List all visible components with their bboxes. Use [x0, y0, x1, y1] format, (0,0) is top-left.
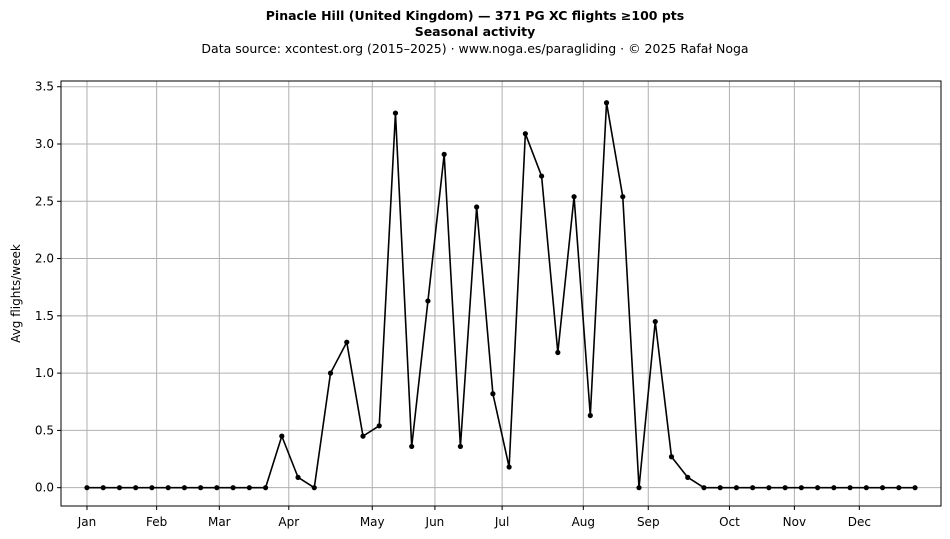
data-point [474, 204, 480, 210]
ticks: 0.0 0.5 1.0 1.5 2.0 2.5 3.0 3.5 Jan Feb Mar Apr May J… [35, 80, 871, 529]
x-tick-label: Jul [494, 515, 509, 529]
x-tick-label: May [360, 515, 385, 529]
data-point [750, 485, 756, 491]
grid [61, 81, 941, 506]
data-point [603, 100, 610, 106]
data-point [262, 485, 269, 491]
data-point [392, 110, 399, 116]
data-point [685, 474, 691, 480]
data-point [782, 485, 788, 491]
data-point [425, 298, 431, 304]
data-point [100, 485, 106, 491]
chart-subtitle: Seasonal activity [414, 24, 536, 39]
data-point [181, 485, 187, 491]
y-axis-label: Avg flights/week [9, 244, 23, 343]
data-point [733, 485, 740, 491]
data-point [214, 485, 220, 491]
data-point [327, 370, 334, 376]
y-tick-label: 2.0 [35, 252, 54, 266]
data-point [879, 485, 886, 491]
y-tick-label: 3.0 [35, 137, 54, 151]
data-point [815, 485, 821, 491]
data-point [620, 194, 626, 200]
data-point [506, 464, 512, 470]
data-point [344, 339, 350, 345]
x-tick-label: Aug [572, 515, 595, 529]
y-tick-label: 0.5 [35, 423, 54, 437]
data-point [490, 391, 496, 397]
data-point [798, 485, 804, 491]
data-point [457, 443, 464, 450]
y-tick-label: 1.5 [35, 309, 54, 323]
data-point [246, 485, 252, 491]
data-point [555, 349, 561, 356]
x-tick-label: Apr [278, 515, 299, 529]
data-point [360, 433, 366, 439]
data-point [912, 485, 918, 491]
data-point [311, 485, 317, 491]
data-point [587, 412, 593, 419]
data-point [165, 485, 171, 491]
data-point [717, 485, 723, 491]
data-point [149, 485, 155, 491]
data-point [896, 485, 902, 491]
data-point [766, 485, 772, 491]
y-tick-label: 1.0 [35, 366, 54, 380]
x-tick-label: Jun [425, 515, 445, 529]
x-tick-label: Nov [783, 515, 806, 529]
series-line [86, 101, 916, 489]
data-point [831, 485, 837, 491]
data-point [701, 485, 707, 491]
series [84, 100, 918, 491]
data-point [116, 485, 123, 491]
data-point [571, 194, 577, 200]
x-tick-label: Sep [637, 515, 660, 529]
chart-title: Pinacle Hill (United Kingdom) — 371 PG X… [265, 8, 685, 23]
data-point [295, 474, 301, 480]
data-point [522, 131, 528, 137]
chart-title-block: Pinacle Hill (United Kingdom) — 371 PG X… [0, 8, 950, 58]
y-tick-label: 2.5 [35, 194, 54, 208]
plot-frame [60, 80, 942, 507]
x-tick-label: Feb [146, 515, 167, 529]
data-point [863, 485, 869, 491]
data-point [198, 485, 204, 491]
data-point [441, 151, 447, 157]
data-point [409, 443, 415, 450]
data-point [279, 433, 285, 439]
data-point [636, 485, 642, 491]
y-tick-label: 3.5 [35, 80, 54, 94]
data-point [668, 454, 675, 460]
y-tick-label: 0.0 [35, 481, 54, 495]
x-tick-label: Oct [719, 515, 740, 529]
x-tick-label: Mar [208, 515, 231, 529]
data-point [847, 485, 853, 491]
data-point [230, 485, 236, 491]
data-point [376, 423, 382, 429]
chart-source: Data source: xcontest.org (2015–2025) · … [201, 41, 749, 56]
data-point [133, 485, 139, 491]
data-point [84, 485, 90, 491]
data-point [538, 173, 545, 179]
data-point [652, 318, 658, 325]
x-tick-label: Dec [848, 515, 871, 529]
x-tick-label: Jan [77, 515, 97, 529]
